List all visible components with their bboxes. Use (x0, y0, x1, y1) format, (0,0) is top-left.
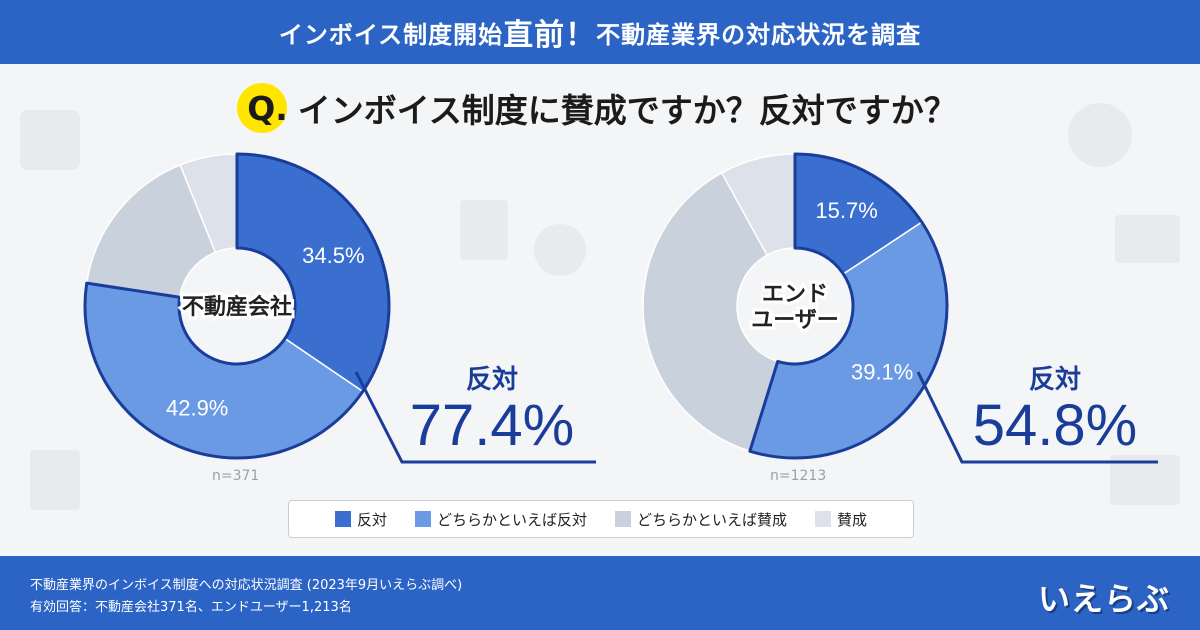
slice-value-label: 34.5% (302, 243, 364, 268)
legend-label: どちらかといえば賛成 (637, 510, 788, 529)
legend: 反対 どちらかといえば反対 どちらかといえば賛成 賛成 (288, 500, 914, 538)
question-badge: Q. (243, 89, 292, 128)
total-oppose-label: 反対 (1029, 365, 1081, 395)
background-decoration (20, 103, 1180, 510)
legend-label: どちらかといえば反対 (436, 510, 587, 529)
total-oppose-label: 反対 (466, 365, 518, 395)
legend-item-lean-oppose: どちらかといえば反対 (414, 509, 587, 530)
callout-leader (354, 371, 596, 464)
total-oppose-value: 77.4% (410, 393, 574, 458)
oppose-outline (83, 152, 391, 460)
question-text: インボイス制度に賛成ですか？反対ですか？ (297, 91, 957, 130)
sample-size-company: n=371 (212, 468, 260, 484)
question-title: Q. インボイス制度に賛成ですか？反対ですか？ (0, 78, 1200, 138)
center-label: 不動産会社 (182, 294, 292, 320)
legend-item-support: 賛成 (815, 509, 867, 530)
legend-label: 賛成 (837, 510, 868, 529)
legend-swatch (414, 511, 431, 527)
slice-value-label: 42.9% (166, 395, 228, 420)
slice-value-label: 39.1% (851, 359, 913, 384)
center-label: エンド (762, 282, 828, 307)
legend-label: 反対 (356, 510, 387, 529)
footer: 不動産業界のインボイス制度への対応状況調査 (2023年9月いえらぶ調べ) 有効… (0, 556, 1200, 630)
legend-item-oppose: 反対 (334, 509, 387, 530)
question-mark: Q. (247, 88, 288, 128)
legend-swatch (615, 511, 631, 527)
header-title-pre: インボイス制度開始 (278, 20, 504, 49)
footer-source: 不動産業界のインボイス制度への対応状況調査 (2023年9月いえらぶ調べ) (30, 578, 463, 593)
legend-swatch (334, 511, 351, 527)
slice-value-label: 15.7% (815, 198, 877, 223)
header-title-emphasis: 直前！ (503, 18, 597, 53)
header-banner: インボイス制度開始 直前！ 不動産業界の対応状況を調査 (0, 0, 1200, 64)
header-title-post: 不動産業界の対応状況を調査 (596, 20, 922, 49)
total-oppose-value: 54.8% (973, 393, 1137, 458)
footer-respondents: 有効回答：不動産会社371名、エンドユーザー1,213名 (30, 600, 352, 615)
center-label: ユーザー (751, 308, 839, 333)
sample-size-enduser: n=1213 (770, 468, 827, 484)
donut-slice (85, 164, 217, 299)
donut-slice (236, 153, 390, 393)
oppose-outline (748, 152, 949, 460)
legend-item-lean-support: どちらかといえば賛成 (615, 509, 787, 530)
donut-slice (642, 171, 779, 453)
callout-leader (916, 371, 1158, 464)
ierabu-logo: いえらぶ (1037, 580, 1170, 618)
legend-swatch (815, 511, 832, 527)
